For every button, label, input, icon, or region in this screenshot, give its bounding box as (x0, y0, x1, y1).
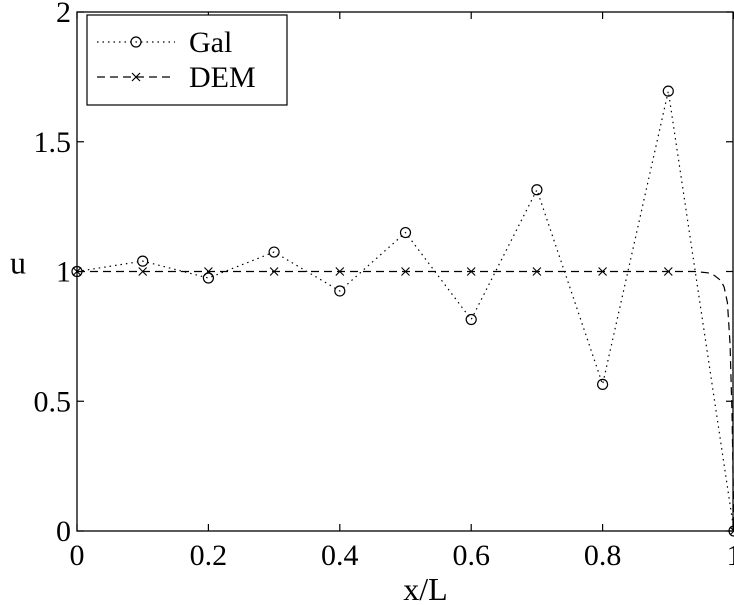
series-gal-point (596, 378, 609, 390)
series-dem-point (204, 267, 213, 276)
tick-labels: 0 0.2 0.4 0.6 0.8 1 0 0.5 1 1.5 2 (34, 0, 734, 572)
series-gal-point (202, 272, 214, 284)
x-tick-label: 0.8 (584, 539, 622, 572)
series-gal-point (334, 285, 346, 297)
series-layer (71, 85, 734, 537)
series-dem-line (77, 270, 734, 532)
legend: Gal DEM (86, 14, 288, 106)
y-tick-label: 1.5 (34, 126, 72, 159)
legend-box (86, 14, 288, 106)
series-gal-point (465, 313, 477, 326)
series-gal-point (399, 226, 412, 239)
legend-label-gal: Gal (189, 26, 232, 59)
legend-marker-dem (131, 72, 141, 82)
x-tick-label: 0.4 (321, 539, 359, 572)
series-gal-point (531, 184, 543, 196)
x-tick-label: 1 (727, 539, 734, 572)
series-dem-point (663, 267, 673, 276)
y-tick-label: 2 (56, 0, 71, 29)
x-axis-label: x/L (403, 571, 447, 605)
y-axis-label: u (10, 245, 26, 281)
y-tick-label: 0.5 (34, 385, 72, 418)
y-tick-label: 0 (56, 515, 71, 548)
series-gal-point (268, 246, 280, 258)
series-gal-line (76, 91, 734, 532)
legend-marker-gal (130, 36, 142, 48)
legend-label-dem: DEM (189, 61, 256, 94)
series-dem-point (532, 267, 542, 276)
series-dem-point (729, 526, 734, 536)
series-dem-point (466, 267, 476, 276)
series-dem-point (401, 267, 410, 276)
series-dem-point (269, 267, 279, 276)
series-dem-point (72, 267, 82, 276)
x-tick-label: 0.2 (190, 539, 228, 572)
series-gal-point (662, 85, 674, 97)
series-gal-point (137, 255, 149, 267)
x-tick-label: 0.6 (452, 539, 490, 572)
y-tick-label: 1 (56, 256, 71, 289)
series-dem-point (598, 267, 607, 276)
series-gal-point (728, 525, 734, 537)
series-dem-point (138, 267, 148, 276)
x-tick-label: 0 (70, 539, 85, 572)
series-dem-point (335, 267, 345, 276)
